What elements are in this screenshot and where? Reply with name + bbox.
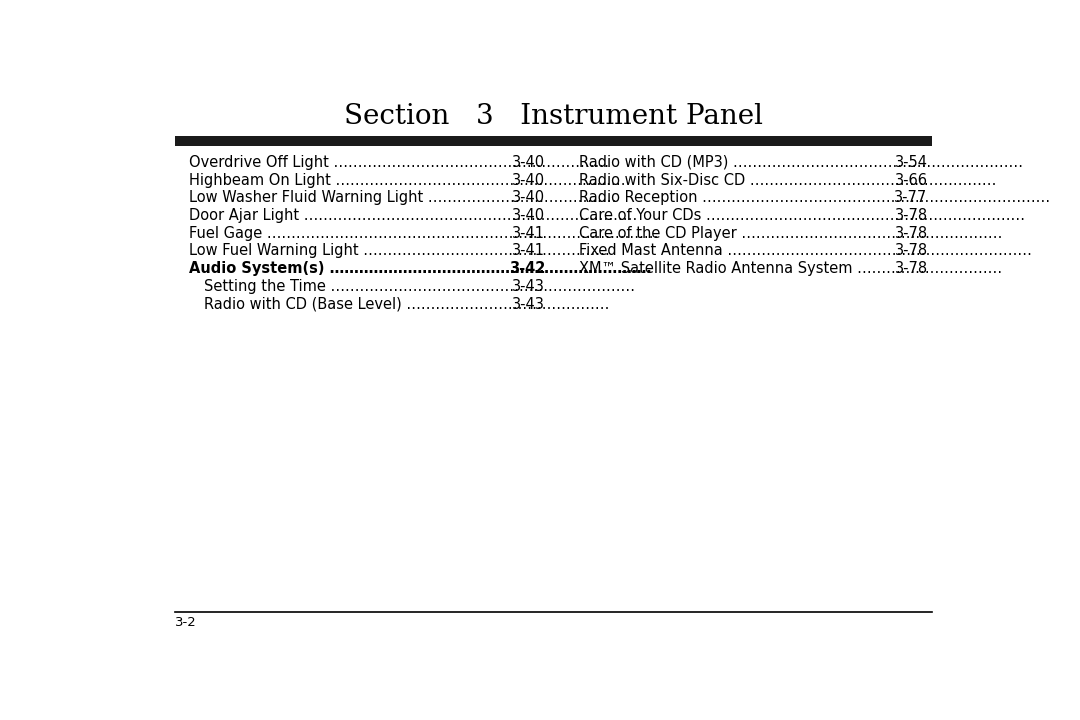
Text: Audio System(s) …………………………………………………………: Audio System(s) …………………………………………………………: [189, 261, 652, 276]
Text: 3-2: 3-2: [175, 616, 197, 629]
Text: 3-41: 3-41: [512, 243, 545, 258]
Text: 3-78: 3-78: [894, 226, 928, 240]
Text: 3-77: 3-77: [894, 190, 928, 205]
Text: 3-40: 3-40: [512, 173, 545, 187]
Text: Low Washer Fluid Warning Light …………………………………: Low Washer Fluid Warning Light …………………………: [189, 190, 617, 205]
FancyBboxPatch shape: [175, 136, 932, 145]
Text: Highbeam On Light ……………………………………………………: Highbeam On Light ……………………………………………………: [189, 173, 626, 187]
Text: Radio with CD (Base Level) ……………………………………: Radio with CD (Base Level) ……………………………………: [204, 297, 610, 312]
Text: 3-43: 3-43: [512, 297, 545, 312]
Text: 3-40: 3-40: [512, 208, 545, 223]
Text: Section   3   Instrument Panel: Section 3 Instrument Panel: [345, 104, 762, 130]
Text: Care of the CD Player ………………………………………………: Care of the CD Player ………………………………………………: [579, 226, 1002, 240]
Text: 3-40: 3-40: [512, 155, 545, 170]
Text: 3-54: 3-54: [894, 155, 928, 170]
Text: Door Ajar Light ……………………………………………………………: Door Ajar Light ……………………………………………………………: [189, 208, 637, 223]
Text: 3-42: 3-42: [509, 261, 545, 276]
Text: 3-41: 3-41: [512, 226, 545, 240]
Text: Radio with Six-Disc CD ……………………………………………: Radio with Six-Disc CD ……………………………………………: [579, 173, 996, 187]
Text: Care of Your CDs …………………………………………………………: Care of Your CDs …………………………………………………………: [579, 208, 1025, 223]
Text: Overdrive Off Light …………………………………………………: Overdrive Off Light …………………………………………………: [189, 155, 609, 170]
Text: 3-78: 3-78: [894, 261, 928, 276]
Text: Setting the Time ………………………………………………………: Setting the Time ………………………………………………………: [204, 279, 635, 294]
Text: 3-43: 3-43: [512, 279, 545, 294]
Text: Fixed Mast Antenna ………………………………………………………: Fixed Mast Antenna ………………………………………………………: [579, 243, 1031, 258]
Text: 3-78: 3-78: [894, 208, 928, 223]
Text: 3-78: 3-78: [894, 243, 928, 258]
Text: XM™ Satellite Radio Antenna System …………………………: XM™ Satellite Radio Antenna System ………………: [579, 261, 1002, 276]
Text: 3-40: 3-40: [512, 190, 545, 205]
Text: Radio with CD (MP3) ……………………………………………………: Radio with CD (MP3) ……………………………………………………: [579, 155, 1023, 170]
Text: 3-66: 3-66: [894, 173, 928, 187]
Text: Radio Reception ………………………………………………………………: Radio Reception ………………………………………………………………: [579, 190, 1050, 205]
Text: Fuel Gage ………………………………………………………………………: Fuel Gage ………………………………………………………………………: [189, 226, 659, 240]
Text: Low Fuel Warning Light ……………………………………………: Low Fuel Warning Light ……………………………………………: [189, 243, 610, 258]
